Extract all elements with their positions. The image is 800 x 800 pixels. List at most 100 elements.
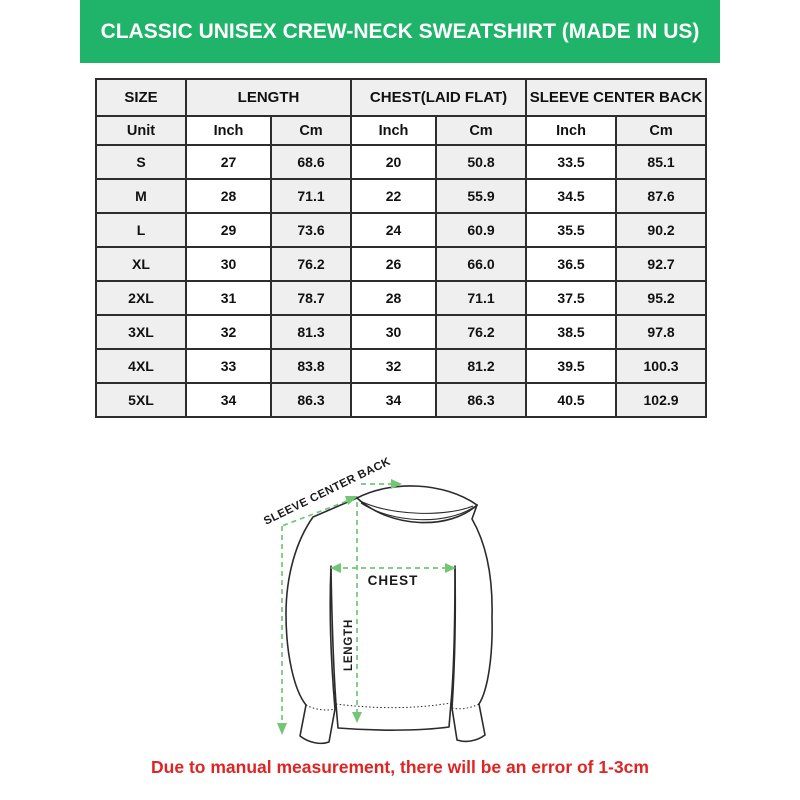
- table-row: L 29 73.6 24 60.9 35.5 90.2: [95, 212, 708, 248]
- size-chart-head: SIZE LENGTH CHEST(LAID FLAT) SLEEVE CENTER …: [95, 78, 708, 146]
- waistband-outline: [335, 702, 452, 731]
- value-cell: 34.5: [525, 178, 618, 214]
- size-cell: XL: [95, 246, 187, 282]
- collar-outer-edge: [356, 485, 478, 506]
- value-cell: 34: [350, 382, 438, 418]
- value-cell: 31: [185, 280, 272, 316]
- value-cell: 55.9: [435, 178, 528, 214]
- value-cell: 30: [185, 246, 272, 282]
- collar-rib-line-1: [359, 500, 474, 514]
- arrow-down-icon: [352, 712, 362, 723]
- value-cell: 30: [350, 314, 438, 350]
- value-cell: 27: [185, 144, 272, 180]
- value-cell: 102.9: [615, 382, 708, 418]
- title-banner: CLASSIC UNISEX CREW-NECK SWEATSHIRT (MAD…: [80, 0, 720, 63]
- arrow-right-icon: [391, 479, 402, 489]
- right-cuff-outline: [451, 703, 486, 743]
- value-cell: 83.8: [269, 348, 353, 384]
- size-cell: S: [95, 144, 187, 180]
- sweatshirt-illustration: [285, 485, 493, 745]
- value-cell: 68.6: [269, 144, 353, 180]
- column-group-header: SIZE: [95, 78, 187, 117]
- value-cell: 95.2: [615, 280, 708, 316]
- unit-cell: Inch: [525, 115, 618, 146]
- length-label: LENGTH: [343, 619, 355, 671]
- size-cell: 5XL: [95, 382, 187, 418]
- sweatshirt-silhouette: [286, 486, 493, 744]
- value-cell: 32: [185, 314, 272, 350]
- arrow-up-right-icon: [345, 496, 358, 505]
- value-cell: 35.5: [525, 212, 618, 248]
- arrow-right-icon: [445, 563, 456, 573]
- measurement-arrowheads: [277, 479, 456, 735]
- unit-cell: Cm: [615, 115, 708, 146]
- value-cell: 33.5: [525, 144, 618, 180]
- left-cuff-stitch-line: [305, 704, 336, 711]
- value-cell: 78.7: [269, 280, 353, 316]
- value-cell: 87.6: [615, 178, 708, 214]
- value-cell: 37.5: [525, 280, 618, 316]
- value-cell: 50.8: [435, 144, 528, 180]
- value-cell: 81.3: [269, 314, 353, 350]
- value-cell: 20: [350, 144, 438, 180]
- size-chart-table: SIZE LENGTH CHEST(LAID FLAT) SLEEVE CENTER …: [95, 78, 708, 418]
- value-cell: 76.2: [435, 314, 528, 350]
- size-cell: 3XL: [95, 314, 187, 350]
- value-cell: 29: [185, 212, 272, 248]
- page-title: CLASSIC UNISEX CREW-NECK SWEATSHIRT (MAD…: [100, 19, 700, 43]
- value-cell: 86.3: [435, 382, 528, 418]
- collar-rib-line-2: [360, 502, 475, 521]
- unit-cell: Cm: [435, 115, 528, 146]
- value-cell: 71.1: [435, 280, 528, 316]
- size-cell: L: [95, 212, 187, 248]
- value-cell: 90.2: [615, 212, 708, 248]
- value-cell: 28: [185, 178, 272, 214]
- table-row: XL 30 76.2 26 66.0 36.5 92.7: [95, 246, 708, 282]
- left-cuff-outline: [299, 704, 336, 745]
- left-sleeve-outline: [285, 497, 358, 706]
- table-row: 2XL 31 78.7 28 71.1 37.5 95.2: [95, 280, 708, 316]
- arrow-left-icon: [330, 563, 341, 573]
- value-cell: 85.1: [615, 144, 708, 180]
- value-cell: 66.0: [435, 246, 528, 282]
- table-row: M 28 71.1 22 55.9 34.5 87.6: [95, 178, 708, 214]
- unit-cell: Inch: [185, 115, 272, 146]
- sleeve-diagonal-measure-line: [281, 497, 356, 527]
- table-unit-row: Unit Inch Cm Inch Cm Inch Cm: [95, 115, 708, 146]
- measurement-error-note: Due to manual measurement, there will be…: [151, 757, 649, 777]
- value-cell: 24: [350, 212, 438, 248]
- column-group-header: CHEST(LAID FLAT): [350, 78, 528, 117]
- value-cell: 28: [350, 280, 438, 316]
- value-cell: 22: [350, 178, 438, 214]
- value-cell: 40.5: [525, 382, 618, 418]
- body-left-seam: [330, 567, 337, 705]
- value-cell: 92.7: [615, 246, 708, 282]
- table-row: S 27 68.6 20 50.8 33.5 85.1: [95, 144, 708, 180]
- collar-bottom-edge: [356, 497, 478, 524]
- sweatshirt-measure-diagram: SLEEVE CENTER BACK CHEST LENGTH: [262, 456, 493, 745]
- size-cell: M: [95, 178, 187, 214]
- table-row: 3XL 32 81.3 30 76.2 38.5 97.8: [95, 314, 708, 350]
- size-chart-body: S 27 68.6 20 50.8 33.5 85.1 M 28 71.1 22 55.9 34.5 87…: [95, 144, 708, 418]
- value-cell: 34: [185, 382, 272, 418]
- value-cell: 26: [350, 246, 438, 282]
- arrow-down-left-icon: [277, 723, 287, 735]
- table-row: 5XL 34 86.3 34 86.3 40.5 102.9: [95, 382, 708, 418]
- column-group-header: LENGTH: [184, 78, 353, 117]
- value-cell: 86.3: [269, 382, 353, 418]
- value-cell: 60.9: [435, 212, 528, 248]
- size-cell: 2XL: [95, 280, 187, 316]
- value-cell: 71.1: [269, 178, 353, 214]
- value-cell: 100.3: [615, 348, 708, 384]
- size-cell: 4XL: [95, 348, 187, 384]
- unit-cell: Cm: [269, 115, 353, 146]
- value-cell: 32: [350, 348, 438, 384]
- value-cell: 33: [185, 348, 272, 384]
- value-cell: 39.5: [525, 348, 618, 384]
- unit-cell: Inch: [350, 115, 438, 146]
- waistband-stitch-line: [335, 702, 452, 709]
- value-cell: 76.2: [269, 246, 353, 282]
- value-cell: 81.2: [435, 348, 528, 384]
- right-sleeve-outline: [471, 504, 493, 705]
- value-cell: 38.5: [525, 314, 618, 350]
